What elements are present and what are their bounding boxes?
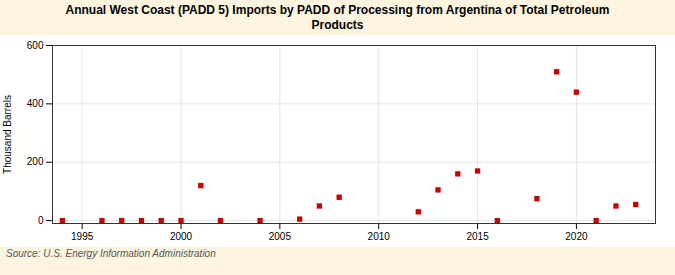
svg-text:600: 600 (27, 40, 44, 51)
svg-text:2020: 2020 (565, 231, 588, 242)
svg-text:1995: 1995 (71, 231, 94, 242)
html-text:Source: U.S. Energy Informatio: Source: U.S. Energy Information Administ… (6, 248, 216, 259)
html-text:Annual West Coast (PADD 5) Imp: Annual West Coast (PADD 5) Imports by PA… (65, 3, 610, 32)
svg-text:2010: 2010 (368, 231, 391, 242)
svg-text:Thousand Barrels: Thousand Barrels (2, 95, 13, 174)
svg-text:2015: 2015 (466, 231, 489, 242)
svg-text:0: 0 (38, 215, 44, 226)
svg-text:2000: 2000 (170, 231, 193, 242)
svg-text:2005: 2005 (269, 231, 292, 242)
svg-text:400: 400 (27, 98, 44, 109)
svg-text:200: 200 (27, 156, 44, 167)
